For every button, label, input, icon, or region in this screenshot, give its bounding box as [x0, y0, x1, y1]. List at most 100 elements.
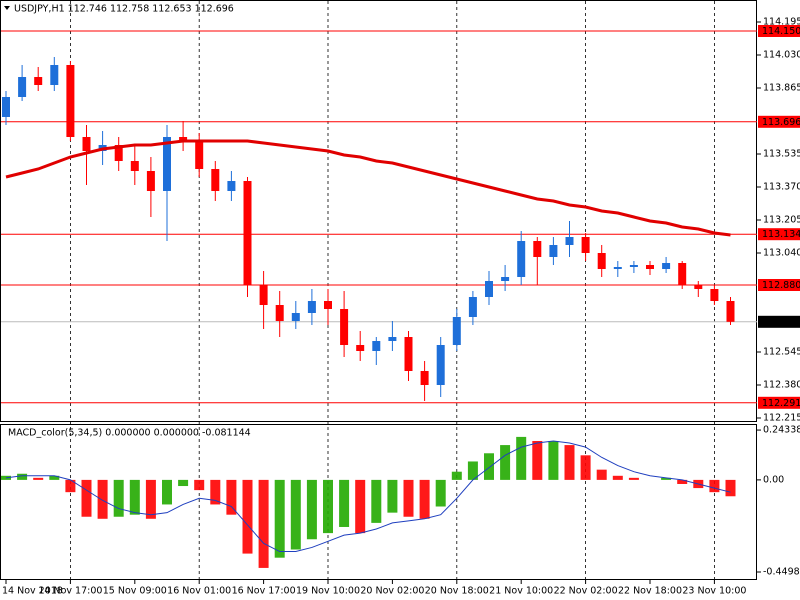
x-tick-label: 16 Nov 01:00: [167, 586, 231, 597]
candle-body: [2, 97, 10, 117]
candle-body: [517, 241, 526, 277]
candle-body: [114, 145, 123, 161]
y-tick-label: 113.370: [763, 182, 800, 193]
candle-body: [340, 309, 349, 345]
macd-bar: [226, 479, 237, 515]
candle-body: [629, 265, 638, 267]
x-tick-label: 21 Nov 10:00: [489, 586, 553, 597]
y-tick-label: 113.205: [763, 215, 800, 226]
level-label-box: [758, 115, 800, 128]
macd-bar: [628, 477, 639, 480]
x-tick-label: 22 Nov 02:00: [554, 586, 618, 597]
macd-bar: [661, 477, 672, 480]
macd-bar: [532, 440, 543, 480]
macd-bar: [596, 469, 607, 480]
candle-body: [452, 317, 461, 345]
macd-bar: [484, 453, 494, 480]
candle-body: [710, 289, 719, 301]
macd-bar: [548, 440, 559, 480]
x-tick-label: 20 Nov 02:00: [360, 586, 424, 597]
macd-bar: [419, 479, 430, 519]
level-label: 114.150: [762, 26, 800, 37]
macd-bar: [81, 479, 92, 517]
candle-body: [259, 285, 268, 305]
candle-body: [420, 371, 429, 385]
candle-body: [324, 301, 332, 309]
level-label: 112.291: [762, 398, 800, 409]
macd-bar: [65, 479, 76, 493]
candle-body: [533, 241, 542, 257]
macd-bar: [403, 479, 414, 517]
macd-bar: [355, 479, 366, 534]
macd-bar: [564, 445, 575, 480]
level-label-box: [758, 25, 800, 37]
y-tick-label: 114.195: [763, 17, 800, 28]
macd-bar: [194, 479, 205, 491]
level-label: 113.134: [762, 229, 800, 240]
candle-body: [275, 305, 284, 321]
candle-body: [662, 263, 671, 269]
candle-body: [597, 253, 606, 269]
candle-body: [485, 281, 493, 297]
signal-line: [5, 440, 731, 553]
candle-body: [549, 245, 558, 257]
y-tick-label: 112.380: [763, 380, 800, 391]
x-tick-label: 16 Nov 17:00: [232, 586, 296, 597]
macd-bar: [17, 473, 28, 480]
y-tick-label: 114.030: [763, 50, 800, 61]
level-label-box: [758, 228, 800, 241]
last-price-label: 112.696: [762, 317, 800, 328]
candle-body: [468, 297, 477, 317]
macd-bar: [580, 455, 591, 480]
candle-body: [646, 265, 654, 269]
y-tick-label: 112.215: [763, 413, 800, 424]
level-label: 113.696: [762, 117, 800, 128]
y-tick-label: 112.545: [763, 347, 800, 358]
x-tick-label: 19 Nov 10:00: [296, 586, 360, 597]
indicator-title: MACD_color(5,34,5) 0.000000 0.000000 -0.…: [8, 428, 251, 439]
candle-body: [501, 277, 510, 281]
macd-bar: [339, 479, 350, 527]
candle-body: [179, 137, 188, 141]
macd-bar: [467, 461, 478, 480]
chart-title: USDJPY,H1 112.746 112.758 112.653 112.69…: [14, 4, 234, 15]
candle-body: [291, 313, 300, 321]
candle-body: [404, 337, 413, 371]
candle-body: [613, 267, 622, 269]
macd-bar: [500, 445, 511, 480]
macd-bar: [33, 477, 44, 480]
y-tick-label: 0.243387: [763, 425, 800, 436]
x-tick-label: 22 Nov 18:00: [618, 586, 682, 597]
candle-body: [50, 65, 59, 85]
macd-bar: [516, 436, 527, 480]
menu-arrow[interactable]: [4, 6, 10, 10]
macd-bar: [210, 479, 221, 505]
macd-bar: [290, 479, 301, 550]
macd-bar: [97, 479, 108, 519]
candle-body: [694, 285, 703, 289]
y-tick-label: 113.535: [763, 149, 800, 160]
macd-bar: [242, 479, 253, 554]
candle-body: [130, 161, 139, 171]
candle-body: [388, 337, 397, 341]
candle-body: [581, 237, 590, 253]
moving-average: [5, 139, 731, 237]
y-tick-label: -0.449880: [763, 566, 800, 577]
x-tick-label: 20 Nov 18:00: [425, 586, 489, 597]
candle-body: [146, 171, 155, 191]
macd-bar: [725, 479, 736, 497]
macd-bar: [49, 475, 60, 480]
macd-bar: [306, 479, 317, 540]
candle-body: [82, 137, 91, 151]
level-label: 112.880: [762, 280, 800, 291]
candle-body: [726, 301, 735, 322]
y-tick-label: 113.040: [763, 248, 800, 259]
y-tick-label: 0.00: [763, 474, 784, 485]
macd-bar: [435, 479, 446, 507]
macd-bar: [162, 479, 172, 505]
candle-body: [565, 237, 574, 245]
candle-body: [372, 341, 381, 351]
candle-body: [356, 345, 365, 351]
